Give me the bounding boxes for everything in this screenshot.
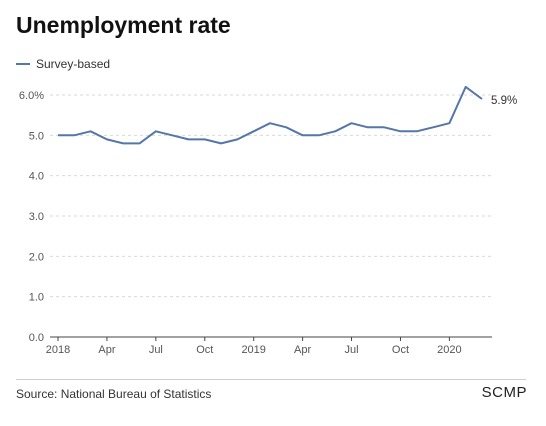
y-tick-label: 2.0 [29, 251, 44, 263]
data-point [73, 134, 75, 136]
data-point [220, 142, 222, 144]
end-value-label: 5.9% [491, 95, 517, 107]
data-point [236, 138, 238, 140]
data-point [464, 86, 466, 88]
data-point [367, 126, 369, 128]
data-point [350, 122, 352, 124]
x-tick-label: Apr [98, 344, 115, 356]
data-point [448, 122, 450, 124]
source-note: Source: National Bureau of Statistics [16, 387, 212, 401]
data-point [334, 130, 336, 132]
data-point [155, 130, 157, 132]
y-tick-label: 3.0 [29, 211, 44, 223]
x-tick-label: Oct [392, 344, 409, 356]
data-point [187, 138, 189, 140]
data-point [285, 126, 287, 128]
data-point [481, 98, 483, 100]
x-tick-label: Apr [294, 344, 311, 356]
data-point [399, 130, 401, 132]
data-point [383, 126, 385, 128]
data-point [204, 138, 206, 140]
data-point [301, 134, 303, 136]
x-tick-label: 2018 [46, 344, 70, 356]
x-tick-label: 2020 [437, 344, 461, 356]
x-tick-label: Jul [149, 344, 163, 356]
data-point [122, 142, 124, 144]
data-point [89, 130, 91, 132]
data-point [318, 134, 320, 136]
x-tick-label: 2019 [241, 344, 265, 356]
data-point [57, 134, 59, 136]
legend-swatch [16, 63, 30, 65]
footer-divider [16, 379, 526, 380]
legend-label: Survey-based [36, 57, 111, 71]
data-point [106, 138, 108, 140]
y-tick-label: 0.0 [29, 332, 44, 344]
y-tick-label: 6.0% [19, 90, 44, 102]
data-point [432, 126, 434, 128]
y-tick-label: 5.0 [29, 130, 44, 142]
brand-logo: SCMP [481, 384, 527, 401]
y-tick-label: 4.0 [29, 171, 44, 183]
data-point [416, 130, 418, 132]
legend: Survey-based [16, 57, 110, 71]
data-point [252, 130, 254, 132]
x-tick-label: Oct [196, 344, 213, 356]
series-line [58, 85, 483, 145]
data-point [171, 134, 173, 136]
data-point [138, 142, 140, 144]
y-tick-label: 1.0 [29, 292, 44, 304]
x-tick-label: Jul [345, 344, 359, 356]
chart-title: Unemployment rate [16, 12, 231, 38]
data-point [269, 122, 271, 124]
